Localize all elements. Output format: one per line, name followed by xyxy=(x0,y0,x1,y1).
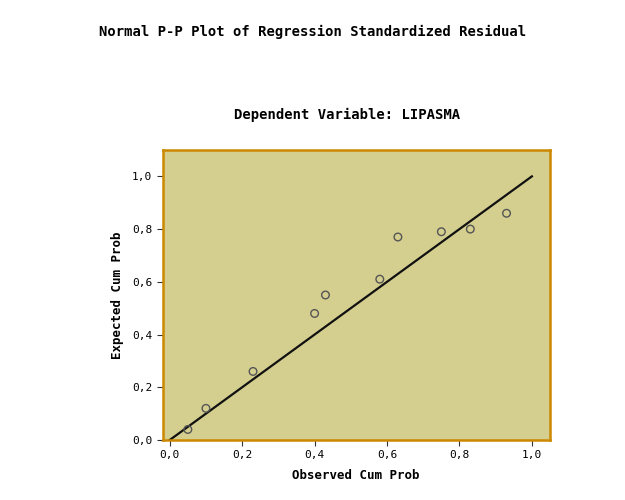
X-axis label: Observed Cum Prob: Observed Cum Prob xyxy=(292,469,420,482)
Point xyxy=(309,310,319,318)
Y-axis label: Expected Cum Prob: Expected Cum Prob xyxy=(111,231,124,359)
Text: Normal P-P Plot of Regression Standardized Residual: Normal P-P Plot of Regression Standardiz… xyxy=(99,25,526,39)
Point xyxy=(248,368,258,376)
Point xyxy=(375,275,385,283)
Point xyxy=(466,225,476,233)
Point xyxy=(393,233,403,241)
Point xyxy=(201,404,211,412)
Point xyxy=(436,228,446,235)
Point xyxy=(321,291,331,299)
Point xyxy=(183,426,193,434)
Point xyxy=(501,210,511,218)
Text: Dependent Variable: LIPASMA: Dependent Variable: LIPASMA xyxy=(234,108,460,122)
